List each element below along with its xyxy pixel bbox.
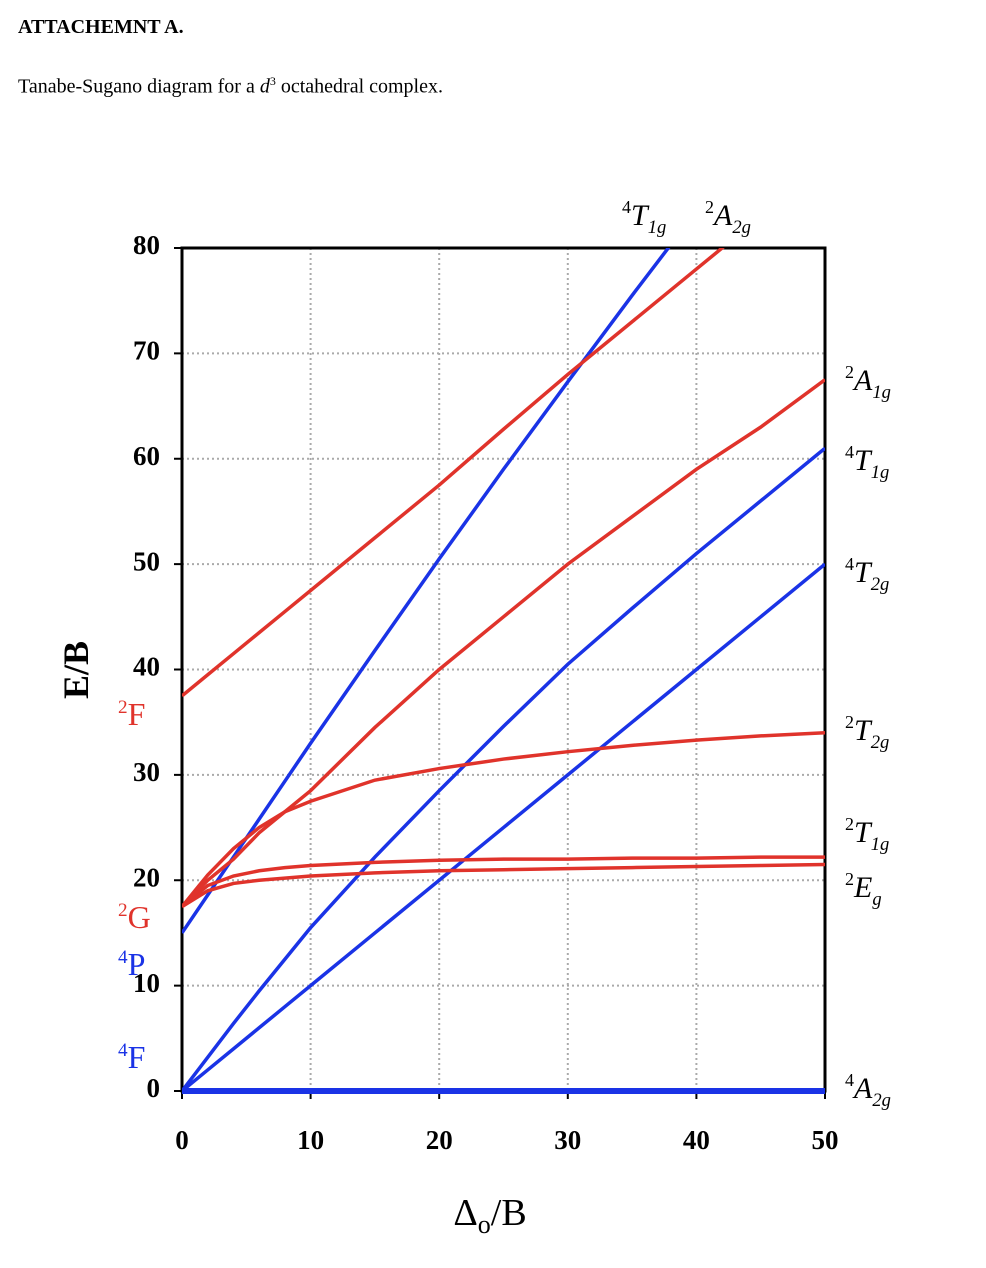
y-tick-label: 30 [133, 757, 160, 787]
caption-italic: d [259, 75, 270, 98]
term-label-sup: 4 [622, 197, 631, 217]
free-ion-term-sup: 2 [118, 900, 128, 921]
series-line [182, 562, 825, 1093]
y-tick-label: 80 [133, 230, 160, 260]
x-tick-label: 20 [426, 1125, 453, 1155]
term-label-sub: 1g [872, 382, 891, 403]
caption-text: octahedral complex. [275, 75, 443, 98]
free-ion-term-symbol: F [128, 1039, 146, 1075]
y-tick-label: 10 [133, 968, 160, 998]
y-tick-label: 50 [133, 546, 160, 576]
y-tick-label: 70 [133, 336, 160, 366]
term-label-symbol: E [853, 871, 872, 904]
x-axis-title-rest: /B [491, 1192, 527, 1234]
term-label-sup: 2 [705, 197, 714, 217]
term-label-sub: 2g [872, 1090, 891, 1111]
term-label-symbol: T [854, 816, 873, 849]
x-axis-title-sub: o [478, 1210, 491, 1239]
term-label-sub: g [872, 889, 881, 910]
term-label-sup: 4 [845, 442, 854, 462]
term-label-sub: 1g [648, 217, 667, 238]
term-label: 4A2g [845, 1070, 891, 1111]
term-label-sup: 2 [845, 814, 854, 834]
series-line [182, 855, 825, 908]
document-title: ATTACHEMNT A. [18, 16, 184, 38]
term-label: 2T1g [845, 814, 889, 855]
free-ion-term-symbol: F [128, 696, 146, 732]
term-label-symbol: A [852, 364, 873, 397]
x-tick-label: 0 [175, 1125, 189, 1155]
x-axis-title-symbol: Δ [453, 1192, 477, 1234]
series-line [182, 446, 825, 1093]
x-axis-title: Δo/B [453, 1192, 526, 1239]
y-tick-label: 0 [147, 1073, 161, 1103]
term-label-sub: 1g [871, 462, 890, 483]
x-tick-label: 10 [297, 1125, 324, 1155]
term-label-symbol: T [631, 199, 650, 232]
term-label: 2A2g [705, 197, 751, 238]
term-label-symbol: A [852, 1072, 873, 1105]
term-label-sub: 2g [871, 574, 890, 595]
term-label-sub: 2g [732, 217, 751, 238]
y-tick-label: 60 [133, 441, 160, 471]
free-ion-term-sup: 4 [118, 1040, 128, 1061]
term-label-sub: 2g [871, 732, 890, 753]
term-label-sup: 2 [845, 712, 854, 732]
x-tick-label: 50 [812, 1125, 839, 1155]
term-label: 2T2g [845, 712, 889, 753]
series-line [182, 248, 725, 698]
term-label: 4T1g [845, 442, 889, 483]
x-tick-label: 40 [683, 1125, 710, 1155]
free-ion-term: 4F [118, 1039, 145, 1075]
term-label-sup: 4 [845, 554, 854, 574]
series-line [182, 862, 825, 909]
term-label-sup: 4 [845, 1070, 854, 1090]
term-label-symbol: T [854, 714, 873, 747]
term-label: 4T2g [845, 554, 889, 595]
y-axis-title: E/B [56, 641, 96, 699]
caption-text: Tanabe-Sugano diagram for a [18, 75, 260, 98]
term-label: 4T1g [622, 197, 666, 238]
plot-lines [182, 248, 825, 1094]
term-label-symbol: T [854, 444, 873, 477]
term-label: 2Eg [845, 869, 882, 910]
free-ion-term-symbol: P [128, 946, 146, 982]
term-label-sup: 2 [845, 362, 854, 382]
term-label-symbol: A [712, 199, 733, 232]
free-ion-term: 4P [118, 946, 145, 982]
caption-sup: 3 [269, 74, 276, 88]
term-label-sup: 2 [845, 869, 854, 889]
term-label-sub: 1g [871, 834, 890, 855]
series-line [182, 378, 825, 908]
free-ion-term-sup: 4 [118, 947, 128, 968]
caption: Tanabe-Sugano diagram for a d3 octahedra… [18, 74, 443, 99]
series-line [182, 730, 825, 908]
free-ion-term-symbol: G [128, 899, 151, 935]
y-tick-label: 20 [133, 862, 160, 892]
x-tick-label: 30 [554, 1125, 581, 1155]
y-tick-label: 40 [133, 652, 160, 682]
free-ion-term: 2G [118, 899, 151, 935]
free-ion-term: 2F [118, 696, 145, 732]
term-label: 2A1g [845, 362, 891, 403]
term-label-symbol: T [854, 556, 873, 589]
free-ion-term-sup: 2 [118, 697, 128, 718]
